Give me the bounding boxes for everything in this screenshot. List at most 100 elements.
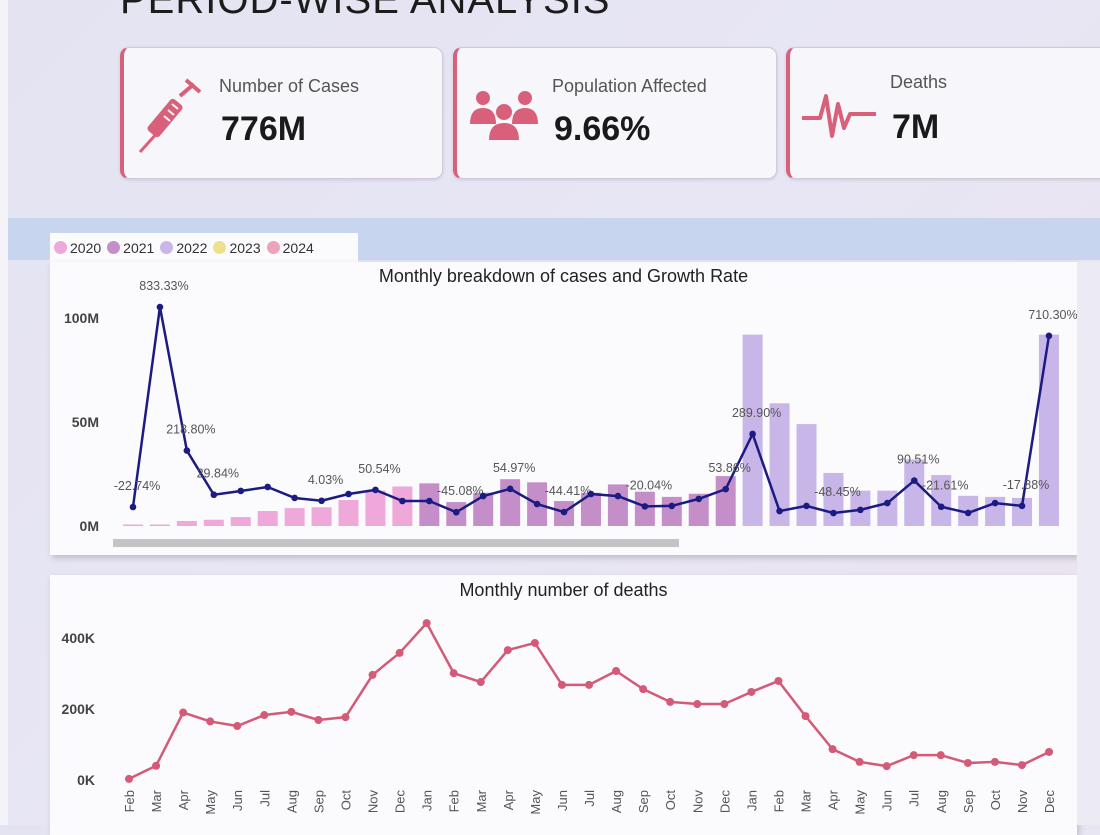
growth-data-label: 54.97% [493,461,535,475]
cases-bar [823,472,844,526]
growth-point [452,508,460,516]
x-tick-label: Jul [907,790,922,807]
legend-label: 2023 [229,239,261,256]
legend-label: 2020 [70,239,102,256]
x-tick-label: Mar [474,789,489,812]
x-tick-label: Mar [799,789,814,812]
legend-item-2020[interactable]: 2020 [54,240,101,256]
growth-point [345,490,352,498]
growth-data-label: 289.90% [732,406,781,420]
deaths-chart-plot: 0K 200K 400K Feb Mar Apr May Jun Jul Aug Sep Oct Nov… [62,619,1057,815]
growth-point [372,486,379,494]
cases-bar [392,486,413,526]
year-legend[interactable]: 2020 2021 2022 2023 2024 [50,233,358,262]
cases-bar [473,492,494,526]
deaths-point [612,667,621,676]
growth-data-label: -44.41% [545,484,592,498]
growth-point [533,500,541,508]
x-tick-label: Jul [582,790,597,807]
growth-point [183,447,191,454]
legend-label: 2024 [282,239,314,256]
deaths-point [422,619,431,628]
growth-data-label: 50.54% [358,462,400,476]
right-edge [1077,262,1100,825]
y-tick-label: 400K [62,630,95,646]
page-title: PERIOD-WISE ANALYSIS [120,0,611,22]
growth-point [857,506,864,514]
deaths-point [747,687,756,696]
y-tick-label: 200K [62,701,95,717]
cases-bar [230,517,251,526]
cases-bar [742,334,763,526]
growth-point [991,499,999,507]
growth-point [803,502,810,510]
x-tick-label: Sep [311,790,326,813]
deaths-point [206,717,215,726]
card-value: 7M [892,108,940,146]
cases-bar [338,500,359,526]
deaths-point [666,697,675,706]
x-tick-label: Sep [961,790,976,813]
card-population-affected: Population Affected 9.66% [453,47,777,179]
x-tick-label: Jun [555,790,570,811]
deaths-point [855,757,864,766]
deaths-point [341,713,350,722]
growth-point [264,483,271,491]
growth-point [318,497,325,505]
growth-point [479,492,487,500]
cases-bar [419,483,440,526]
card-number-of-cases: Number of Cases 776M [120,47,443,179]
y-tick-label: 100M [64,310,99,326]
growth-data-label: 4.03% [308,473,343,487]
legend-item-2023[interactable]: 2023 [213,239,261,256]
x-tick-label: Oct [663,790,678,811]
x-tick-label: Feb [447,790,462,812]
growth-point [291,494,298,502]
growth-data-label: 710.30% [1028,308,1077,322]
growth-data-label: 53.86% [708,461,750,475]
deaths-point [774,676,783,685]
x-tick-label: Feb [122,790,137,812]
growth-point [210,491,218,499]
growth-point [964,509,972,517]
cases-bar [580,492,601,526]
growth-point [1045,332,1053,340]
deaths-point [1045,747,1054,756]
growth-point [1018,502,1026,510]
growth-point [937,503,945,511]
growth-data-label: 833.33% [139,279,188,293]
x-tick-label: Sep [636,790,651,813]
legend-item-2021[interactable]: 2021 [107,240,154,256]
chart-title: Monthly breakdown of cases and Growth Ra… [378,266,749,286]
growth-point [910,477,918,484]
deaths-point [557,680,566,689]
growth-data-label: 90.51% [897,453,939,467]
deaths-point [260,711,269,720]
x-tick-label: Nov [690,790,705,814]
deaths-point [1017,761,1026,770]
deaths-point [801,712,810,721]
growth-point [614,492,622,500]
deaths-point [395,648,404,657]
cases-bar [284,508,305,526]
deaths-point [990,757,999,766]
cases-bar [796,424,817,526]
x-tick-label: Aug [609,790,624,813]
deaths-point [882,762,891,771]
cases-growth-chart-plot: 0M 50M 100M -22.74% 833.33% 218.80% 29.84% 4.03… [64,279,1077,547]
deaths-point [476,678,485,687]
growth-point [399,497,406,505]
legend-item-2024[interactable]: 2024 [266,239,314,256]
x-tick-label: Mar [149,789,164,812]
cases-bar [365,490,386,526]
growth-point [156,303,164,311]
growth-point [641,503,649,510]
legend-dot [107,241,121,254]
x-tick-label: Nov [366,790,381,814]
horizontal-scrollbar[interactable] [113,539,679,547]
deaths-point [233,722,242,731]
growth-point [749,430,756,438]
x-tick-label: Jun [880,790,895,811]
legend-item-2022[interactable]: 2022 [160,240,207,256]
growth-data-label: -21.61% [922,479,969,493]
